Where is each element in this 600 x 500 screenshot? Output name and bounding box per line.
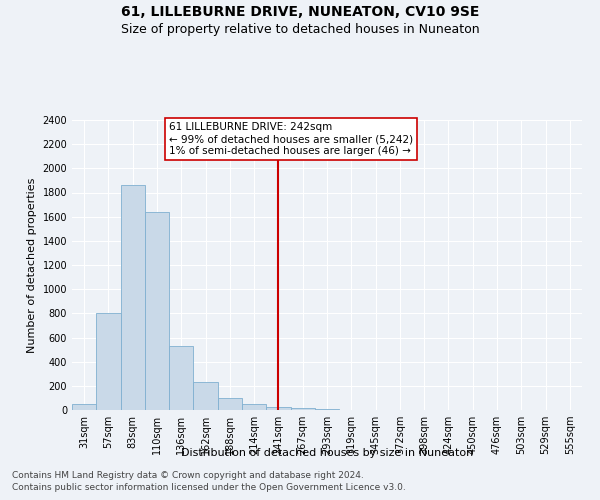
Text: Distribution of detached houses by size in Nuneaton: Distribution of detached houses by size … xyxy=(181,448,473,458)
Bar xyxy=(169,346,193,410)
Text: Size of property relative to detached houses in Nuneaton: Size of property relative to detached ho… xyxy=(121,22,479,36)
Bar xyxy=(193,382,218,410)
Bar xyxy=(218,398,242,410)
Bar xyxy=(96,314,121,410)
Y-axis label: Number of detached properties: Number of detached properties xyxy=(27,178,37,352)
Text: Contains HM Land Registry data © Crown copyright and database right 2024.: Contains HM Land Registry data © Crown c… xyxy=(12,471,364,480)
Bar xyxy=(290,408,315,410)
Text: 61, LILLEBURNE DRIVE, NUNEATON, CV10 9SE: 61, LILLEBURNE DRIVE, NUNEATON, CV10 9SE xyxy=(121,5,479,19)
Bar xyxy=(72,404,96,410)
Bar xyxy=(145,212,169,410)
Bar xyxy=(266,407,290,410)
Bar xyxy=(242,404,266,410)
Text: Contains public sector information licensed under the Open Government Licence v3: Contains public sector information licen… xyxy=(12,484,406,492)
Bar xyxy=(121,185,145,410)
Text: 61 LILLEBURNE DRIVE: 242sqm
← 99% of detached houses are smaller (5,242)
1% of s: 61 LILLEBURNE DRIVE: 242sqm ← 99% of det… xyxy=(169,122,413,156)
